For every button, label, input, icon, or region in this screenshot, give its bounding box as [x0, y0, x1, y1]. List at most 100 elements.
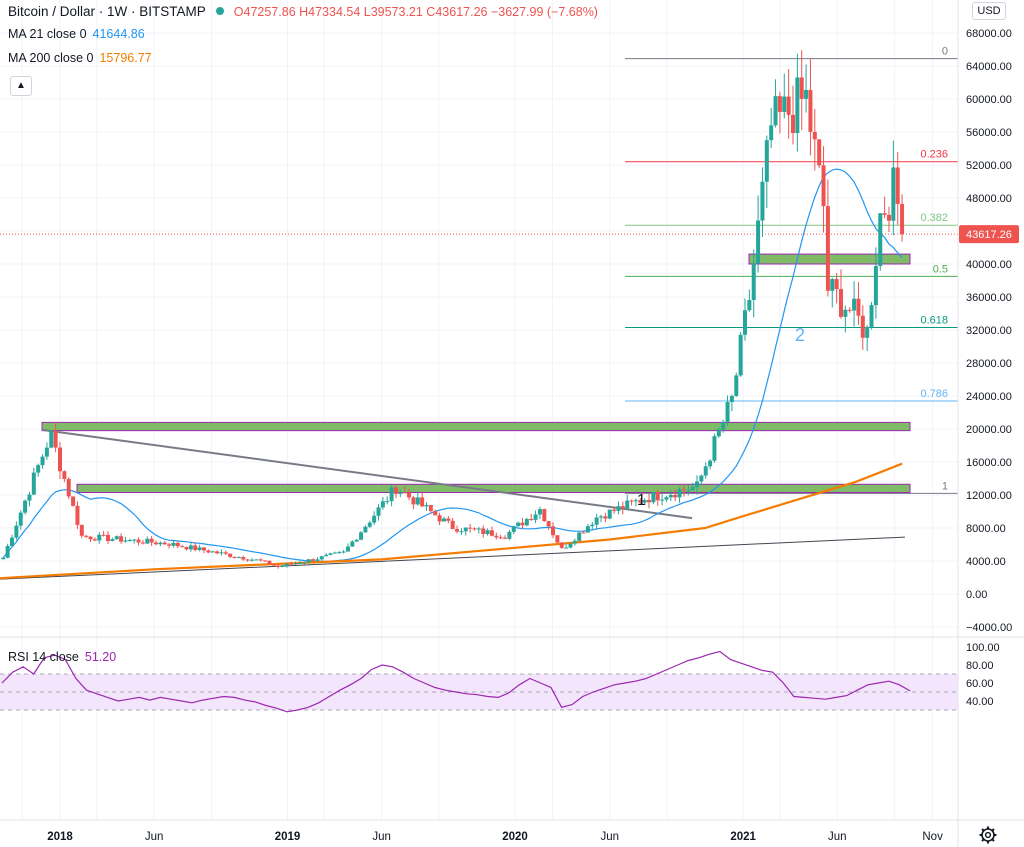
currency-selector[interactable]: USD	[972, 2, 1006, 20]
candle	[180, 546, 185, 548]
candle	[389, 487, 394, 502]
time-tick-label: Jun	[372, 831, 391, 843]
candle	[738, 334, 743, 376]
candle	[18, 512, 23, 526]
candle	[450, 520, 455, 530]
rsi-tick-label: 80.00	[966, 660, 994, 672]
candle	[681, 489, 686, 491]
candle	[354, 539, 359, 542]
candle	[27, 494, 32, 501]
candle	[572, 540, 577, 544]
ma21-value: 41644.86	[92, 27, 145, 41]
candle	[686, 490, 691, 492]
candle	[743, 310, 747, 335]
time-tick-label: Nov	[922, 831, 943, 843]
candle	[14, 525, 19, 538]
candle	[110, 539, 115, 542]
candle	[53, 430, 58, 448]
candle	[900, 203, 905, 235]
fib-level-label: 0	[942, 46, 948, 58]
candle	[721, 421, 726, 430]
price-tick-label: 0.00	[966, 589, 987, 601]
rsi-line	[1, 650, 911, 713]
price-zone	[76, 483, 911, 494]
gear-icon[interactable]	[978, 825, 998, 845]
candle	[232, 556, 237, 558]
ma200-legend[interactable]: MA 200 close 0 15796.77	[8, 51, 152, 65]
candle	[132, 539, 137, 541]
candle	[612, 509, 617, 511]
market-status-icon	[215, 7, 224, 15]
candle	[40, 456, 45, 466]
candle	[315, 559, 320, 561]
candle	[424, 505, 429, 507]
ma21-legend[interactable]: MA 21 close 0 41644.86	[8, 27, 145, 41]
price-tick-label: 52000.00	[966, 160, 1012, 172]
candle	[1, 557, 6, 560]
price-tick-label: 32000.00	[966, 325, 1012, 337]
candle	[769, 125, 774, 141]
candle	[171, 542, 176, 546]
candle	[708, 460, 713, 467]
ma21-line	[2, 168, 903, 562]
symbol-legend[interactable]: Bitcoin / Dollar · 1W · BITSTAMP O47257.8…	[8, 4, 598, 19]
candle	[306, 559, 311, 563]
candle	[263, 560, 268, 562]
candle	[411, 497, 416, 505]
candle	[223, 552, 228, 554]
candle	[188, 545, 193, 550]
rsi-legend[interactable]: RSI 14 close 51.20	[8, 650, 116, 664]
ma200-line	[0, 462, 903, 580]
candle	[507, 531, 512, 539]
candle	[97, 534, 102, 541]
annotations: 12	[637, 325, 805, 509]
candle	[790, 114, 795, 134]
candle	[664, 497, 669, 500]
candle	[345, 546, 350, 552]
candle	[280, 566, 285, 568]
candle	[184, 547, 189, 550]
candle	[503, 537, 508, 539]
candle	[564, 547, 569, 549]
candle	[367, 522, 372, 527]
candle	[625, 500, 630, 509]
candle	[376, 507, 381, 516]
candle	[105, 534, 110, 542]
candle	[385, 501, 390, 503]
candle	[284, 563, 289, 567]
candle	[446, 518, 451, 521]
time-tick-label: Jun	[600, 831, 619, 843]
candle	[463, 527, 468, 532]
candle	[494, 535, 499, 538]
candle	[695, 481, 700, 488]
candle	[673, 494, 678, 498]
candle	[812, 131, 817, 140]
candle	[481, 528, 486, 534]
candle	[865, 326, 870, 338]
candle	[297, 563, 302, 565]
candle	[607, 509, 612, 519]
candle	[167, 544, 172, 546]
fib-level-label: 0.786	[920, 388, 948, 400]
candle	[594, 517, 599, 525]
candle	[31, 472, 36, 495]
moving-averages	[0, 168, 903, 580]
last-price-label: 43617.26	[966, 229, 1012, 241]
candle	[555, 535, 560, 543]
candle	[114, 536, 119, 540]
price-tick-label: 64000.00	[966, 61, 1012, 73]
rsi-tick-label: 100.00	[966, 642, 1000, 654]
trend-lines	[0, 233, 958, 580]
candle	[891, 167, 896, 221]
ma200-label: MA 200 close 0	[8, 51, 94, 65]
candle	[642, 499, 647, 503]
candle	[533, 514, 538, 520]
collapse-legend-button[interactable]: ▲	[10, 76, 32, 96]
candle	[472, 528, 477, 530]
candle	[441, 518, 446, 522]
price-tick-label: −4000.00	[966, 622, 1012, 634]
candle	[437, 515, 442, 522]
candle	[568, 543, 573, 548]
